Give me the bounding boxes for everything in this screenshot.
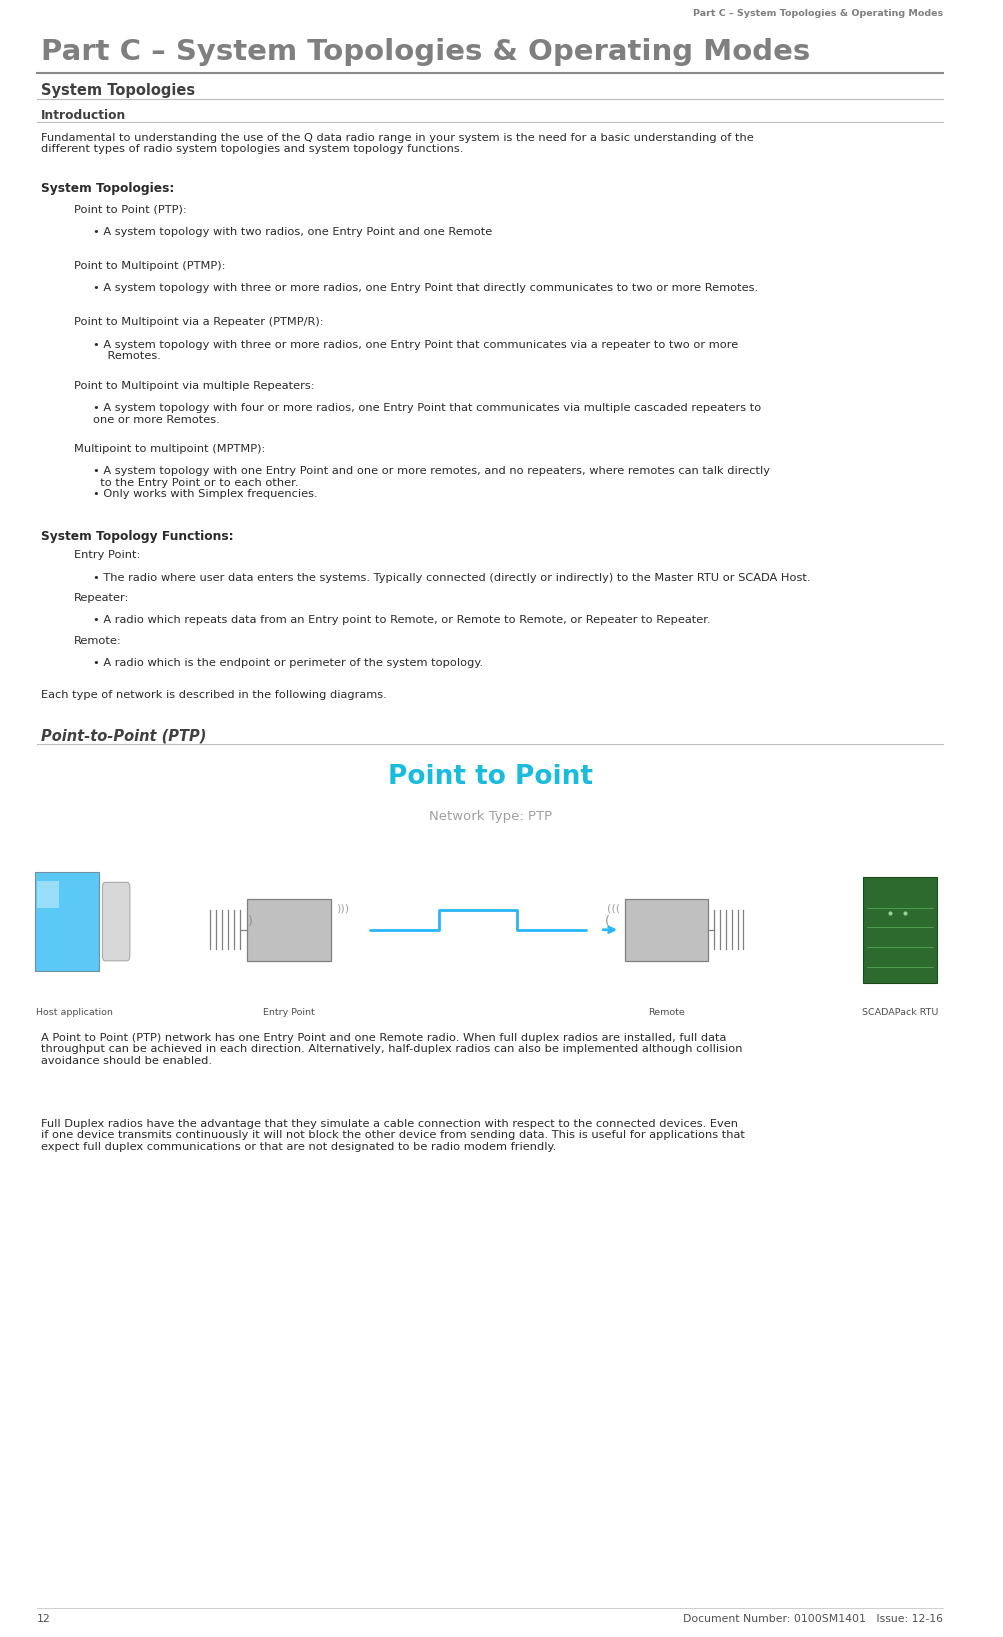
Text: Remote:: Remote: [73,635,121,645]
Text: • Only works with Simplex frequencies.: • Only works with Simplex frequencies. [93,489,317,499]
Text: • A system topology with three or more radios, one Entry Point that communicates: • A system topology with three or more r… [93,340,737,362]
Text: Introduction: Introduction [41,108,126,121]
Text: System Topologies:: System Topologies: [41,182,175,195]
Text: Network Type: PTP: Network Type: PTP [428,810,551,823]
Text: • A system topology with two radios, one Entry Point and one Remote: • A system topology with two radios, one… [93,228,491,237]
Text: Fundamental to understanding the use of the Q data radio range in your system is: Fundamental to understanding the use of … [41,133,753,154]
Text: Each type of network is described in the following diagrams.: Each type of network is described in the… [41,691,386,701]
Text: Point to Multipoint via multiple Repeaters:: Point to Multipoint via multiple Repeate… [73,380,314,391]
Text: Multipoint to multipoint (MPTMP):: Multipoint to multipoint (MPTMP): [73,444,265,453]
Text: Point to Point (PTP):: Point to Point (PTP): [73,205,187,214]
Text: SCADAPack RTU: SCADAPack RTU [861,1007,937,1017]
Text: Remote: Remote [648,1007,684,1017]
Text: ): ) [248,915,253,928]
Text: Point-to-Point (PTP): Point-to-Point (PTP) [41,728,207,743]
Text: System Topology Functions:: System Topology Functions: [41,530,234,542]
Text: • The radio where user data enters the systems. Typically connected (directly or: • The radio where user data enters the s… [93,573,809,583]
Text: Full Duplex radios have the advantage that they simulate a cable connection with: Full Duplex radios have the advantage th… [41,1118,744,1152]
Bar [624,899,707,961]
Text: Part C – System Topologies & Operating Modes: Part C – System Topologies & Operating M… [41,38,809,65]
Text: A Point to Point (PTP) network has one Entry Point and one Remote radio. When fu: A Point to Point (PTP) network has one E… [41,1033,742,1066]
Bar [35,873,98,971]
Text: Point to Multipoint via a Repeater (PTMP/R):: Point to Multipoint via a Repeater (PTMP… [73,318,323,327]
Text: • A radio which is the endpoint or perimeter of the system topology.: • A radio which is the endpoint or perim… [93,658,482,668]
Text: Entry Point:: Entry Point: [73,550,139,560]
Text: (((: ((( [606,904,619,913]
Text: Point to Multipoint (PTMP):: Point to Multipoint (PTMP): [73,260,225,270]
Text: (: ( [605,915,610,928]
Text: System Topologies: System Topologies [41,82,196,98]
Text: • A system topology with four or more radios, one Entry Point that communicates : • A system topology with four or more ra… [93,403,760,424]
Text: ))): ))) [335,904,348,913]
Bar [0,840,979,1020]
Text: Entry Point: Entry Point [263,1007,315,1017]
Text: Part C – System Topologies & Operating Modes: Part C – System Topologies & Operating M… [692,8,942,18]
Text: • A system topology with one Entry Point and one or more remotes, and no repeate: • A system topology with one Entry Point… [93,467,769,488]
Text: Point to Point: Point to Point [387,764,592,791]
Text: Repeater:: Repeater: [73,593,128,602]
Text: • A system topology with three or more radios, one Entry Point that directly com: • A system topology with three or more r… [93,283,757,293]
Text: Host application: Host application [36,1007,112,1017]
Text: Document Number: 0100SM1401   Issue: 12-16: Document Number: 0100SM1401 Issue: 12-16 [682,1614,942,1624]
Bar [863,876,936,982]
Bar [37,881,59,909]
Bar [248,899,330,961]
Text: • A radio which repeats data from an Entry point to Remote, or Remote to Remote,: • A radio which repeats data from an Ent… [93,616,710,625]
Text: 12: 12 [37,1614,51,1624]
FancyBboxPatch shape [102,882,129,961]
